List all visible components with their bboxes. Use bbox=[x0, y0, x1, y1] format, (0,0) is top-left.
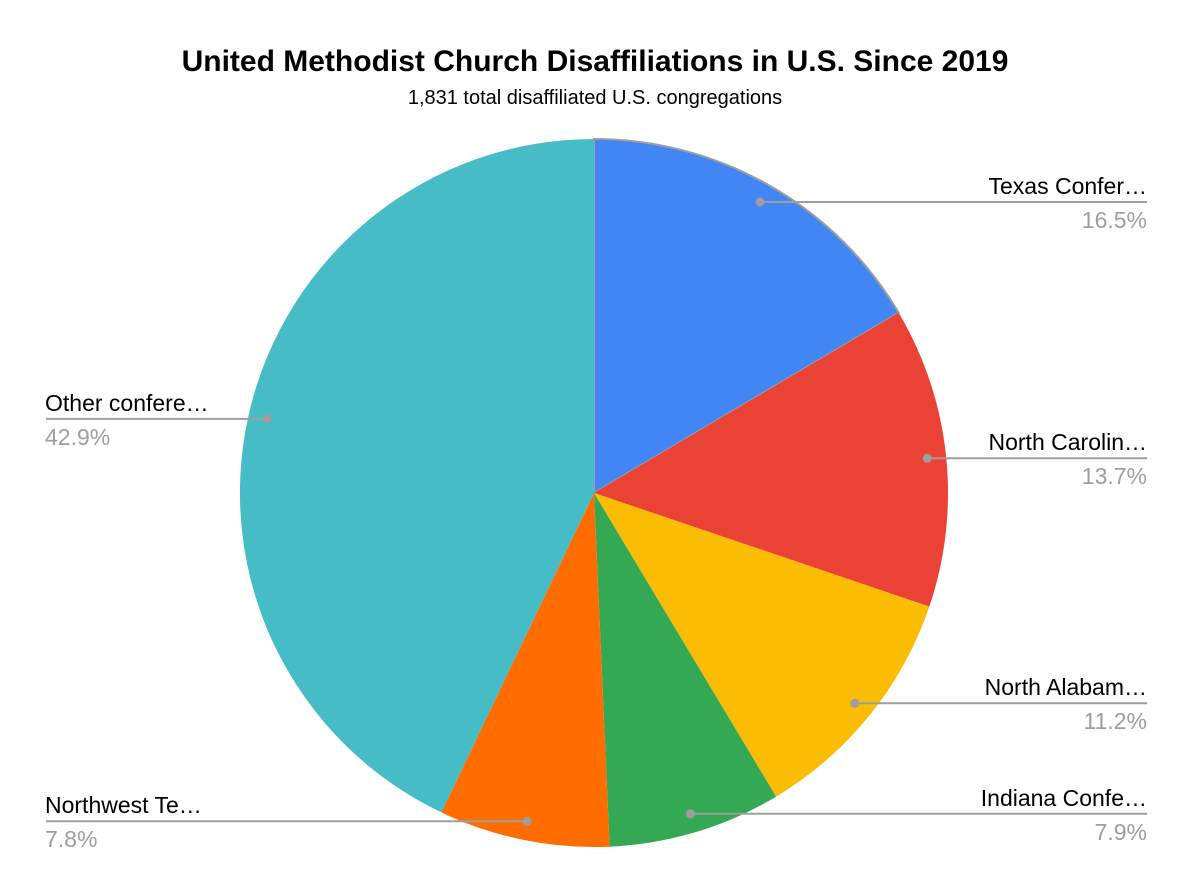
leader-dot bbox=[755, 197, 765, 207]
leader-dot bbox=[850, 698, 860, 708]
pie-slice-4[interactable] bbox=[441, 493, 610, 848]
slice-percent: 42.9% bbox=[45, 424, 111, 450]
pie-slice-0[interactable] bbox=[593, 137, 901, 495]
slice-label: Texas Confer… bbox=[988, 173, 1147, 199]
slice-label: Indiana Confe… bbox=[980, 785, 1147, 811]
pie-slice-5[interactable] bbox=[239, 138, 595, 813]
slice-percent: 7.8% bbox=[45, 826, 98, 852]
pie-slice-3[interactable] bbox=[594, 493, 777, 847]
chart-title: United Methodist Church Disaffiliations … bbox=[181, 45, 1009, 78]
leader-dot bbox=[262, 414, 272, 424]
slice-percent: 13.7% bbox=[1081, 463, 1147, 489]
slice-label: Northwest Te… bbox=[45, 792, 202, 818]
slice-label: North Alabam… bbox=[984, 674, 1147, 700]
slice-label: North Carolin… bbox=[988, 429, 1148, 455]
slice-percent: 16.5% bbox=[1081, 207, 1147, 233]
leader-dot bbox=[686, 809, 695, 819]
chart-subtitle: 1,831 total disaffiliated U.S. congregat… bbox=[407, 87, 783, 109]
leader-dot bbox=[922, 453, 932, 463]
slice-percent: 11.2% bbox=[1083, 708, 1147, 734]
slice-percent: 7.9% bbox=[1094, 819, 1147, 845]
slice-label: Other confere… bbox=[45, 390, 209, 416]
pie-slice-1[interactable] bbox=[594, 312, 949, 607]
leader-dot bbox=[522, 816, 532, 826]
pie-slice-2[interactable] bbox=[594, 493, 930, 797]
